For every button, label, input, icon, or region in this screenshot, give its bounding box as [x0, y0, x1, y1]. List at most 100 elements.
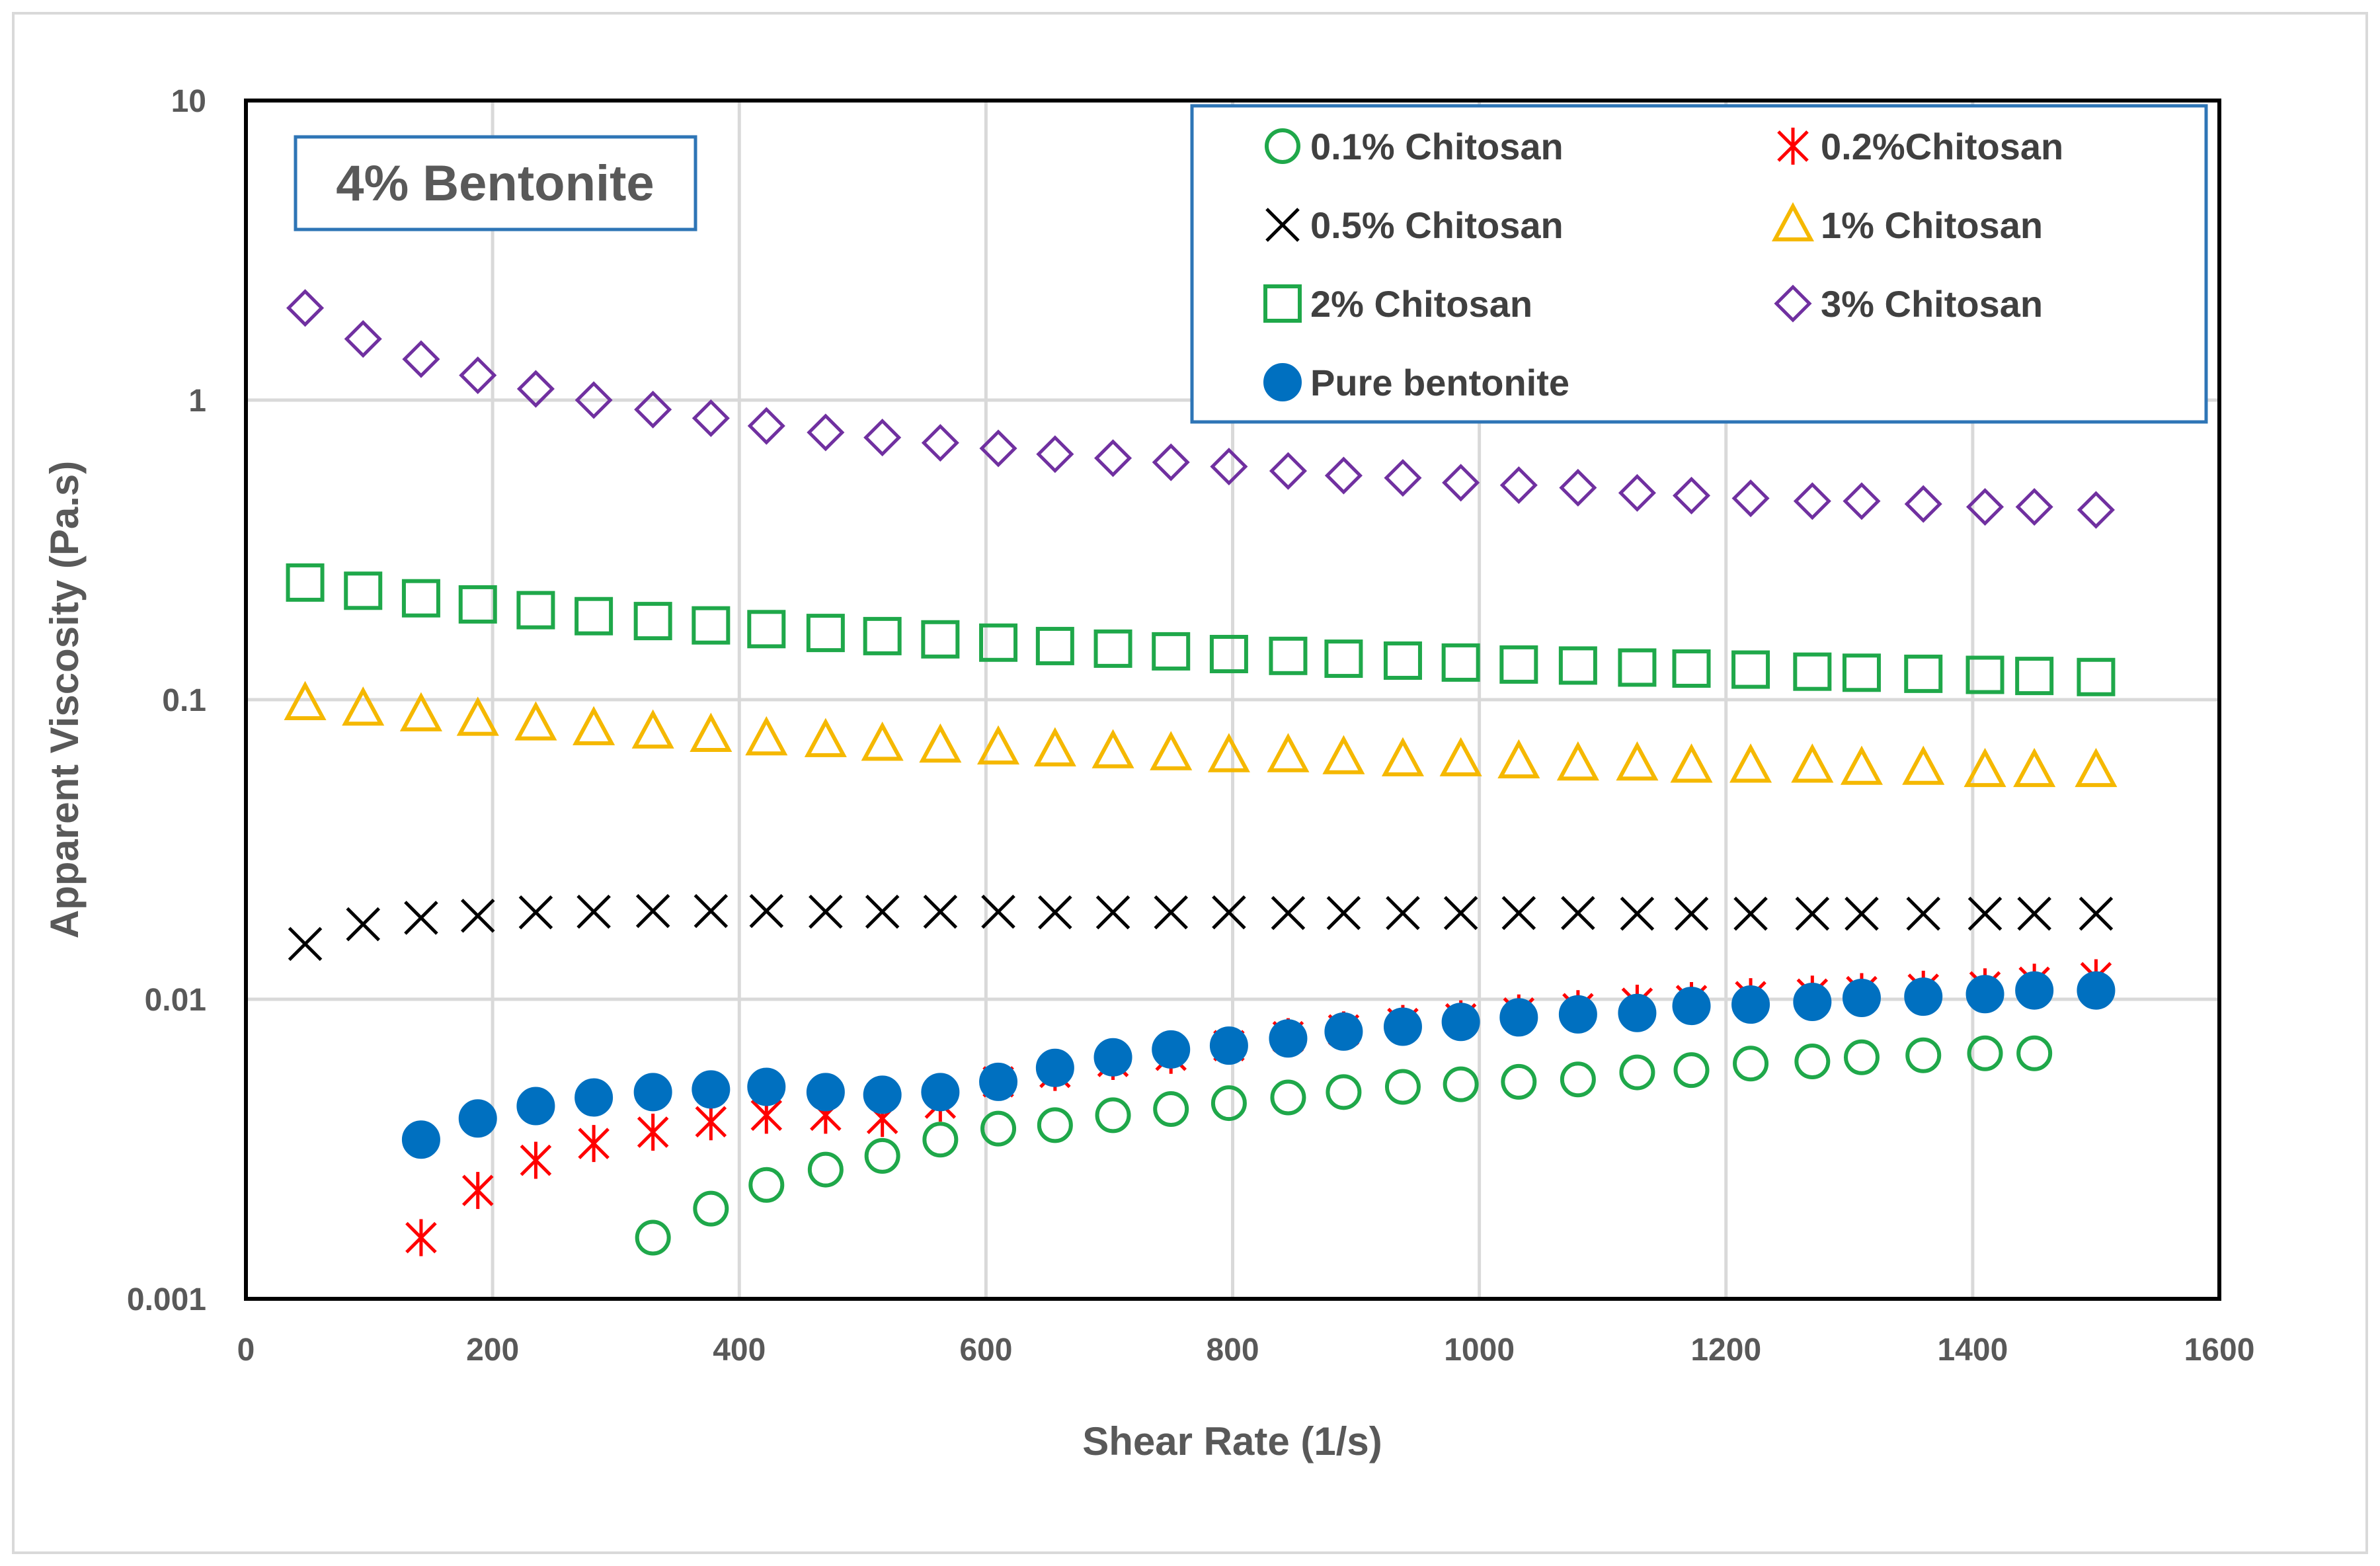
data-point: [1670, 743, 1713, 783]
data-point: [1209, 635, 1248, 674]
data-point: [980, 1110, 1017, 1147]
data-point: [1326, 895, 1361, 930]
data-point: [1618, 648, 1657, 687]
data-point: [576, 894, 611, 929]
data-series: [284, 289, 2118, 1257]
data-point: [1965, 655, 2004, 694]
data-point: [631, 709, 674, 749]
data-point: [1384, 1069, 1421, 1105]
data-point: [1793, 982, 1832, 1021]
data-point: [1326, 1074, 1362, 1110]
data-point: [344, 571, 383, 610]
data-point: [2015, 487, 2053, 526]
data-point: [1965, 975, 2004, 1014]
legend-label: 1% Chitosan: [1821, 204, 2043, 246]
data-point: [578, 1125, 610, 1163]
data-point: [1207, 733, 1250, 772]
data-point: [1499, 998, 1538, 1037]
data-point: [747, 407, 785, 445]
data-point: [1731, 650, 1770, 689]
legend-label: 0.5% Chitosan: [1310, 204, 1564, 246]
legend: 0.1% Chitosan 0.2%Chitosan 0.5% Chitosan 1%…: [1190, 104, 2208, 424]
data-point: [1559, 468, 1597, 507]
data-point: [1499, 466, 1538, 505]
data-point: [2077, 657, 2116, 696]
data-point: [635, 1219, 671, 1256]
data-point: [807, 1151, 844, 1188]
data-point: [1842, 653, 1881, 692]
x-tick-label: 0: [237, 1333, 255, 1368]
data-point: [2016, 1035, 2053, 1071]
data-point: [2077, 971, 2116, 1010]
data-point: [1271, 895, 1306, 930]
y-tick-label: 10: [171, 84, 206, 119]
data-point: [1673, 1052, 1710, 1089]
data-point: [288, 927, 323, 962]
data-point: [1324, 456, 1363, 495]
data-point: [1093, 439, 1132, 477]
data-point: [633, 602, 672, 641]
plot-area-border: [244, 99, 2221, 1301]
data-point: [1674, 896, 1709, 931]
data-point: [1501, 1063, 1537, 1100]
data-point: [1095, 1097, 1131, 1133]
data-point: [1558, 646, 1597, 685]
x-tick-label: 200: [466, 1333, 519, 1368]
x-axis-title: Shear Rate (1/s): [1082, 1419, 1382, 1463]
data-point: [1672, 649, 1711, 688]
data-point: [804, 718, 847, 757]
data-point: [575, 1078, 614, 1117]
data-point: [1212, 895, 1246, 930]
data-point: [690, 712, 733, 752]
legend-item: 0.1% Chitosan: [1265, 126, 1564, 167]
data-point: [1795, 896, 1830, 931]
legend-item: 3% Chitosan: [1774, 283, 2043, 325]
data-point: [1964, 747, 2006, 788]
legend-marker: [1774, 284, 1812, 323]
legend-label: 3% Chitosan: [1821, 283, 2043, 325]
series-3-chitosan: [286, 289, 2115, 529]
data-point: [1038, 895, 1072, 930]
data-point: [1967, 1035, 2003, 1071]
data-point: [405, 1219, 437, 1257]
data-point: [458, 585, 497, 624]
data-point: [1269, 636, 1308, 675]
data-point: [692, 606, 731, 645]
x-tick-label: 1600: [2184, 1333, 2255, 1368]
data-point: [923, 894, 958, 929]
data-point: [1843, 1039, 1880, 1075]
data-point: [1558, 995, 1597, 1034]
data-point: [1442, 464, 1480, 502]
data-point: [1386, 895, 1420, 930]
legend-item: 2% Chitosan: [1263, 283, 1532, 325]
data-point: [1904, 485, 1942, 523]
data-point: [404, 901, 438, 935]
data-point: [1091, 729, 1134, 768]
data-point: [1443, 895, 1478, 930]
data-point: [1037, 1107, 1073, 1143]
data-point: [1497, 739, 1540, 779]
data-point: [806, 614, 845, 653]
series-2-chitosan: [286, 563, 2116, 696]
legend-marker: [1263, 363, 1302, 401]
data-point: [1439, 737, 1482, 776]
data-point: [1322, 735, 1365, 774]
data-point: [637, 1113, 669, 1151]
legend-marker: [1771, 202, 1815, 241]
data-point: [1267, 733, 1310, 772]
data-point: [1153, 1091, 1189, 1128]
x-tick-label: 1200: [1690, 1333, 1761, 1368]
data-point: [459, 356, 497, 395]
data-point: [1904, 654, 1943, 693]
data-point: [1672, 987, 1711, 1026]
data-point: [1967, 896, 2003, 931]
data-point: [458, 1099, 497, 1138]
data-point: [1844, 896, 1879, 931]
data-point: [692, 1070, 731, 1109]
data-point: [401, 1120, 440, 1159]
y-axis-title: Apparent Viscosity (Pa.s): [42, 461, 87, 938]
series-0-5-chitosan: [288, 893, 2114, 962]
data-point: [1904, 977, 1943, 1016]
data-point: [2015, 657, 2054, 696]
y-tick-label: 0.001: [127, 1282, 206, 1317]
